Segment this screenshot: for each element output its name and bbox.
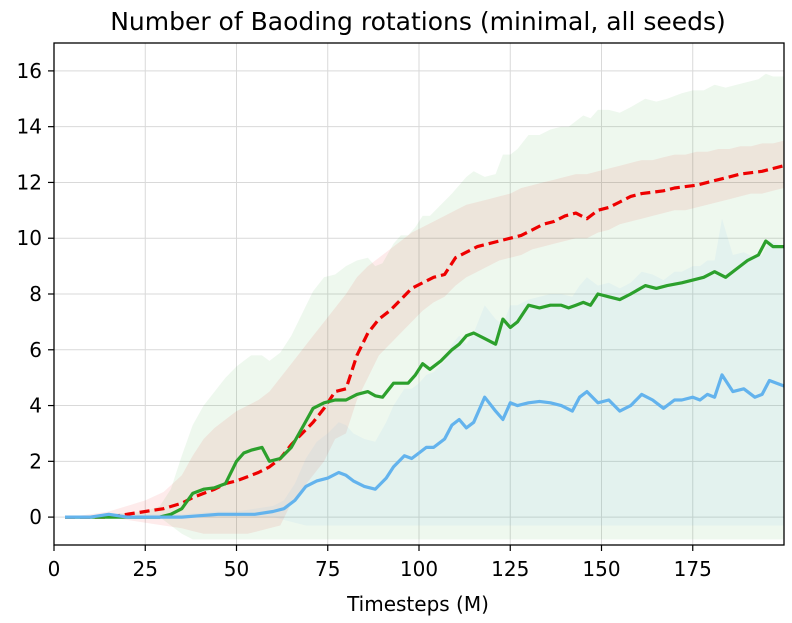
y-tick-label: 12 [17,170,42,194]
y-tick-label: 4 [29,394,42,418]
series-lines [65,164,784,519]
y-tick-label: 2 [29,449,42,473]
x-tick-label: 150 [582,557,620,581]
x-tick-label: 0 [48,557,61,581]
series-1-line [65,239,784,519]
y-tick-label: 8 [29,282,42,306]
y-tick-label: 16 [17,59,42,83]
chart-title: Number of Baoding rotations (minimal, al… [110,7,726,36]
y-tick-label: 10 [17,226,42,250]
y-tick-label: 14 [17,115,42,139]
x-tick-label: 125 [491,557,529,581]
axis-ticks: 0 25 50 75 100 125 150 175 0 2 4 6 8 10 12 14 16 [17,59,712,581]
x-tick-label: 175 [674,557,712,581]
series-2-line [65,373,784,519]
x-tick-label: 50 [224,557,249,581]
x-tick-label: 75 [315,557,340,581]
x-tick-label: 25 [133,557,158,581]
series-1-band [65,73,784,540]
y-tick-label: 6 [29,338,42,362]
x-axis-label: Timesteps (M) [346,592,489,616]
series-0-band [65,140,784,534]
grid [53,43,784,545]
confidence-bands [65,73,784,540]
x-tick-label: 100 [400,557,438,581]
y-tick-label: 0 [29,505,42,529]
